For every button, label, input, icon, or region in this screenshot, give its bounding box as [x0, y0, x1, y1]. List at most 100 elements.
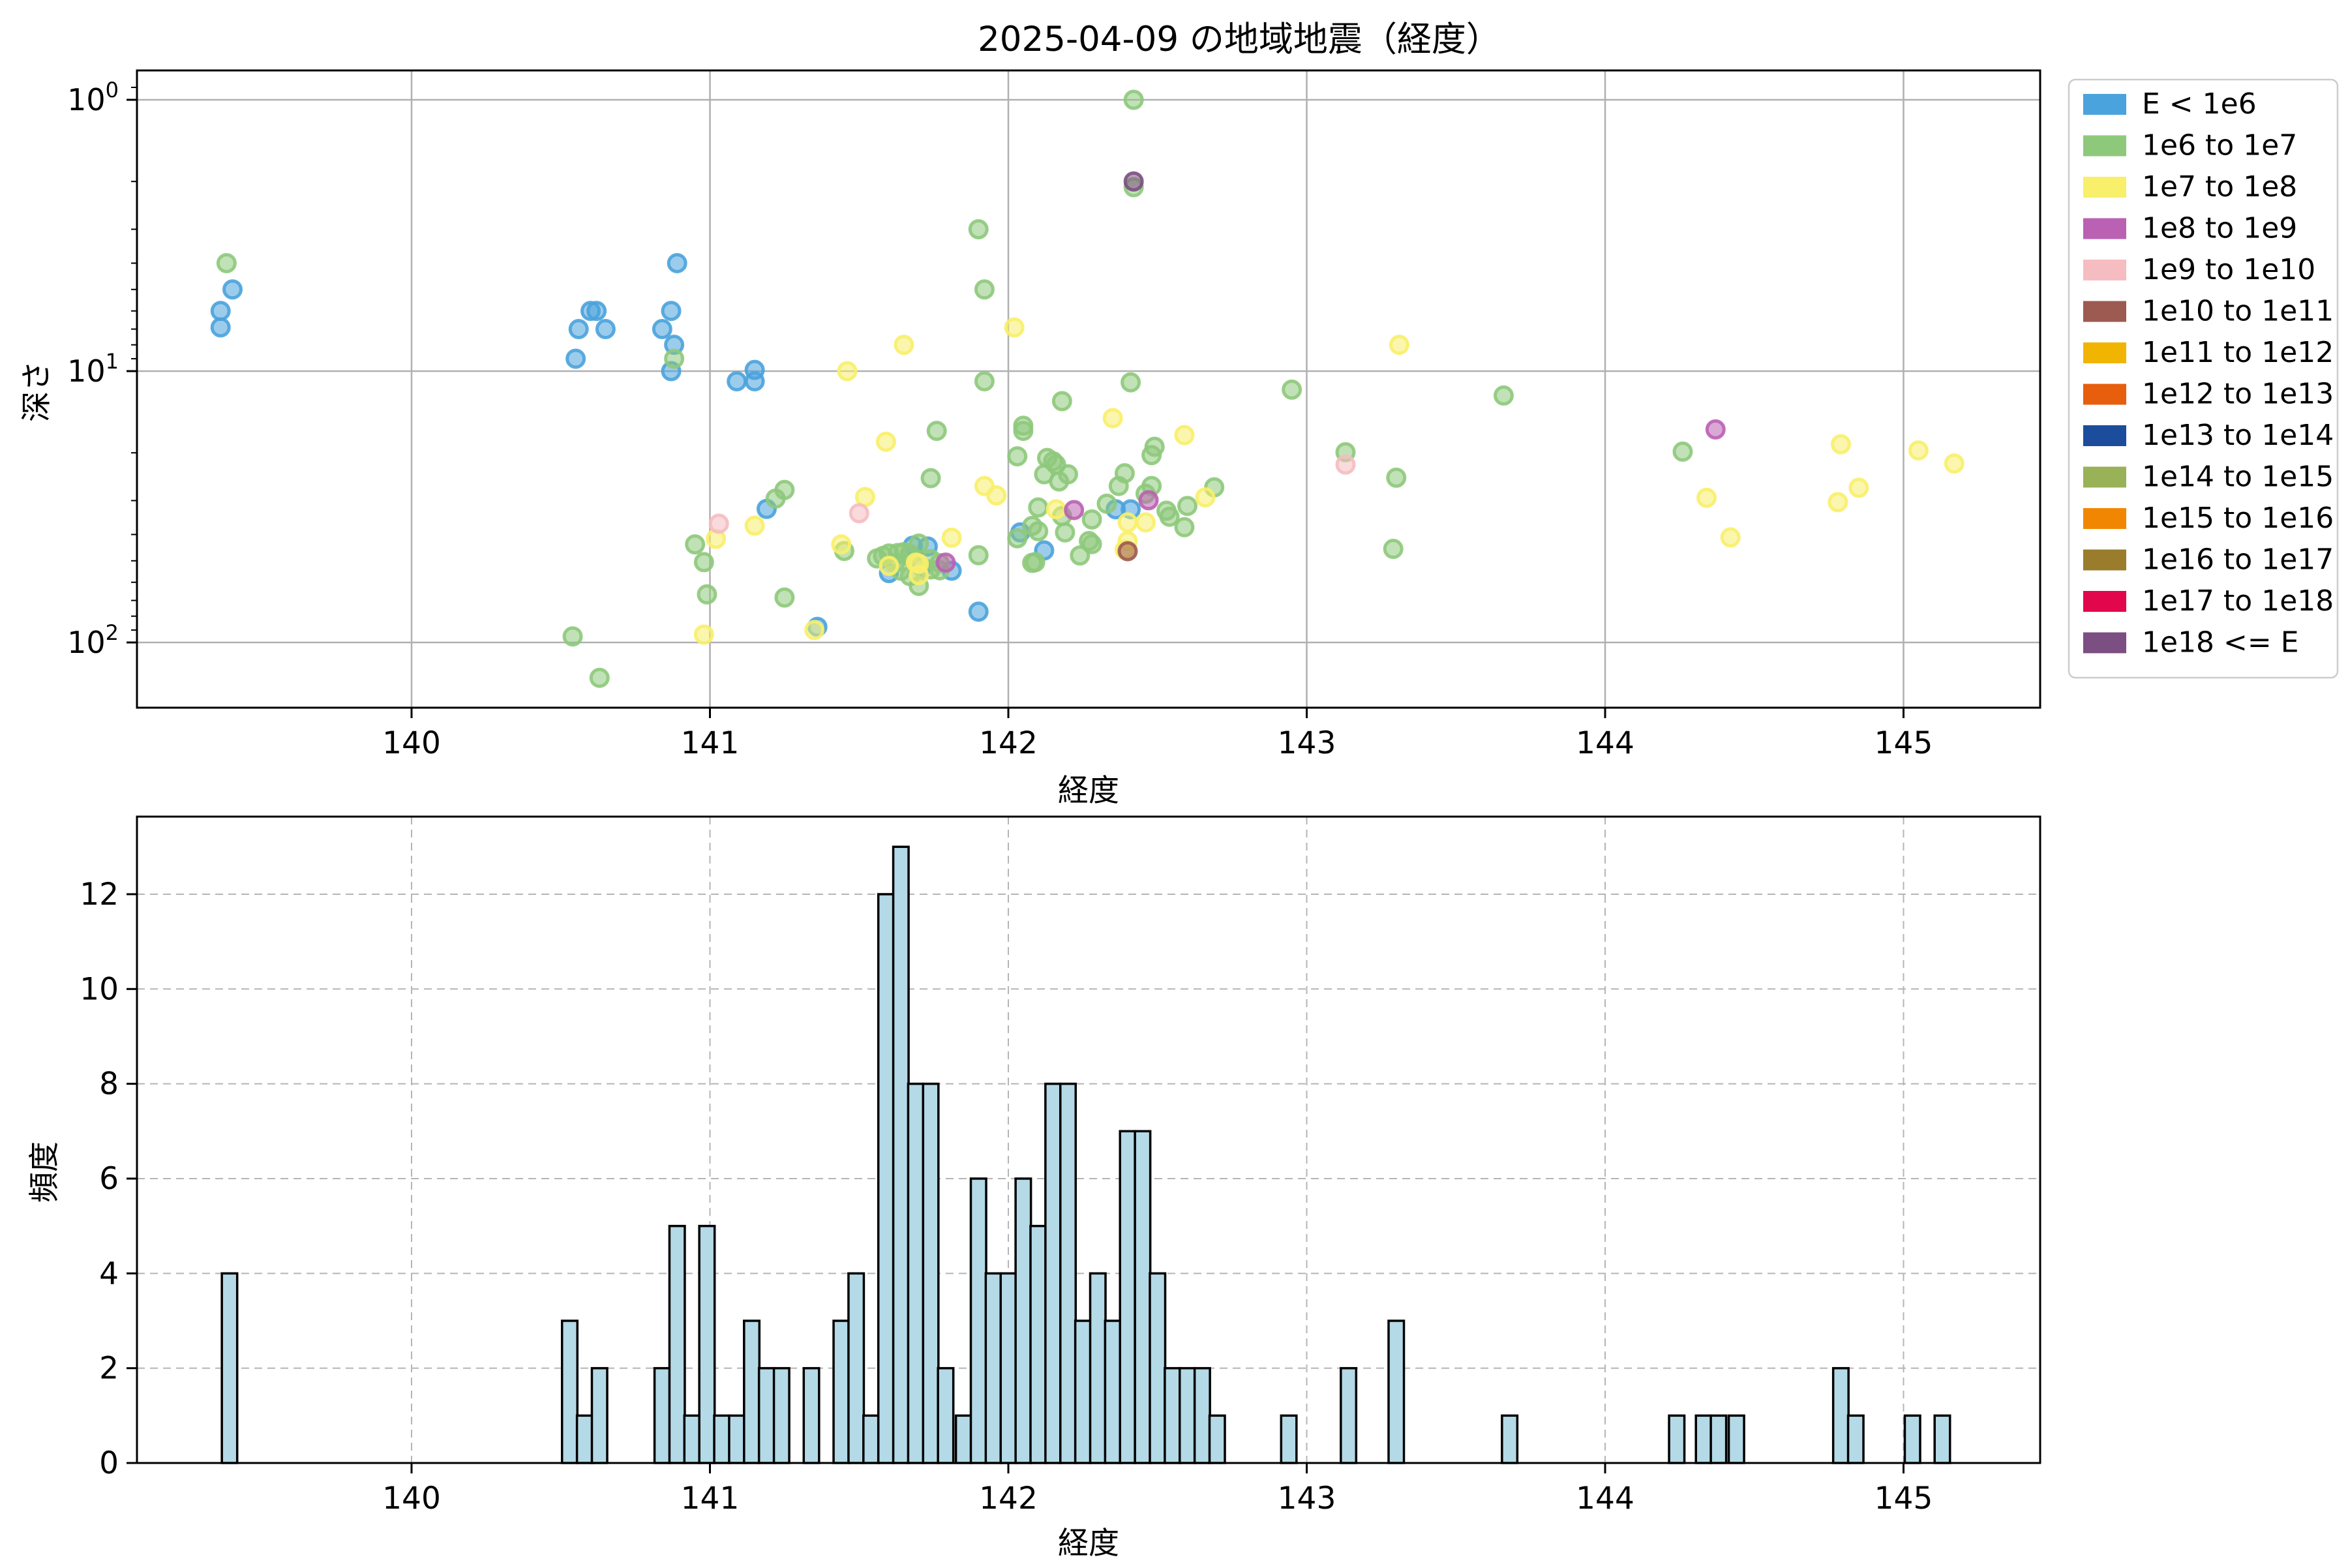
scatter-point	[667, 252, 687, 273]
hist-bar	[653, 1366, 671, 1464]
hist-bar	[698, 1224, 716, 1464]
legend-swatch	[2083, 425, 2126, 446]
scatter-point	[1013, 421, 1034, 442]
legend-swatch	[2083, 508, 2126, 529]
hist-bar	[1193, 1366, 1211, 1464]
y-tick-label: 2	[99, 1351, 119, 1387]
hist-bar	[1668, 1414, 1686, 1464]
hist-bar	[683, 1414, 701, 1464]
scatter-point	[1335, 454, 1356, 475]
hist-bar	[1208, 1414, 1226, 1464]
hist-bar	[1029, 1224, 1047, 1464]
legend-swatch	[2083, 591, 2126, 612]
hist-bar	[1387, 1319, 1406, 1464]
hist-bar	[922, 1082, 940, 1464]
hist-bar	[757, 1366, 775, 1464]
scatter-point	[210, 317, 231, 338]
hist-bar	[668, 1224, 686, 1464]
scatter-xlabel: 経度	[1058, 773, 1119, 809]
scatter-point	[986, 485, 1007, 505]
legend-label: 1e10 to 1e11	[2142, 295, 2334, 328]
scatter-point	[1696, 487, 1717, 508]
legend-label: 1e9 to 1e10	[2142, 253, 2315, 286]
scatter-point	[1051, 391, 1072, 412]
hist-bar	[1089, 1272, 1107, 1464]
hist-bar	[969, 1177, 987, 1464]
scatter-point	[968, 545, 989, 565]
scatter-point	[1058, 464, 1078, 485]
scatter-point	[595, 319, 616, 340]
scatter-point	[565, 348, 586, 369]
scatter-point	[1389, 335, 1409, 355]
x-tick-label: 141	[681, 725, 740, 761]
scatter-point	[1138, 490, 1159, 511]
scatter-point	[568, 319, 589, 340]
scatter-point	[849, 503, 869, 524]
hist-bar	[984, 1272, 1002, 1464]
legend-swatch	[2083, 342, 2126, 363]
scatter-point	[1007, 528, 1028, 549]
y-tick-label: 10	[80, 971, 119, 1007]
scatter-point	[727, 371, 747, 392]
scatter-point	[1102, 408, 1123, 429]
scatter-point	[1383, 539, 1404, 560]
x-tick-label: 143	[1278, 725, 1336, 761]
hist-bar	[1044, 1082, 1062, 1464]
hist-bar	[907, 1082, 925, 1464]
legend-swatch	[2083, 301, 2126, 322]
scatter-point	[974, 371, 995, 392]
hist-bar	[1280, 1414, 1298, 1464]
hist-bar	[728, 1414, 746, 1464]
scatter-point	[1144, 436, 1165, 457]
hist-bar	[832, 1319, 850, 1464]
legend-label: 1e16 to 1e17	[2142, 543, 2334, 577]
scatter-point	[1123, 89, 1144, 110]
scatter-ylabel: 深さ	[19, 361, 55, 422]
scatter-point	[1117, 512, 1138, 533]
hist-bar	[1134, 1130, 1152, 1464]
hist-bar	[743, 1319, 761, 1464]
scatter-point	[1121, 372, 1141, 393]
scatter-point	[774, 587, 795, 608]
hist-bar	[1104, 1319, 1122, 1464]
scatter-point	[1830, 434, 1851, 455]
hist-bar	[1059, 1082, 1077, 1464]
hist-bar	[772, 1366, 790, 1464]
hist-bar	[1933, 1414, 1951, 1464]
legend-swatch	[2083, 549, 2126, 571]
hist-frame	[136, 815, 2041, 1464]
legend-label: 1e11 to 1e12	[2142, 336, 2334, 369]
scatter-point	[1159, 506, 1180, 527]
x-tick-label: 140	[382, 1481, 441, 1516]
scatter-point	[1174, 425, 1195, 445]
scatter-point	[222, 279, 243, 300]
scatter-point	[875, 431, 896, 452]
hist-bar	[220, 1272, 239, 1464]
scatter-point	[1282, 379, 1302, 400]
legend-label: 1e6 to 1e7	[2142, 129, 2297, 162]
scatter-point	[774, 479, 795, 500]
scatter-point	[685, 534, 706, 555]
scatter-point	[1004, 317, 1025, 338]
hist-bar	[802, 1366, 820, 1464]
figure-title: 2025-04-09 の地域地震（経度）	[978, 20, 1501, 59]
scatter-point	[1114, 463, 1135, 484]
legend-swatch	[2083, 135, 2126, 157]
legend-swatch	[2083, 218, 2126, 239]
legend-label: 1e17 to 1e18	[2142, 584, 2334, 618]
hist-bar	[1694, 1414, 1713, 1464]
scatter-point	[1081, 534, 1102, 554]
hist-bar	[1074, 1319, 1092, 1464]
scatter-point	[1177, 496, 1197, 517]
legend-swatch	[2083, 384, 2126, 405]
scatter-point	[1046, 499, 1066, 520]
hist-bar	[999, 1272, 1017, 1464]
scatter-point	[968, 219, 989, 239]
scatter-point	[1944, 453, 1964, 474]
legend-label: 1e13 to 1e14	[2142, 419, 2334, 452]
scatter-point	[744, 359, 765, 380]
x-tick-label: 141	[681, 1481, 740, 1516]
scatter-point	[708, 513, 729, 534]
